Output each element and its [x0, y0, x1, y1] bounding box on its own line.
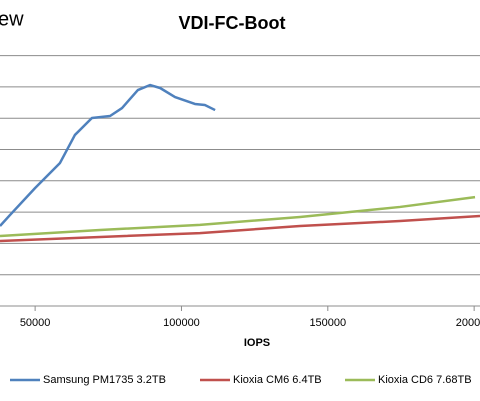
- chart-title: VDI-FC-Boot: [179, 13, 286, 33]
- series-line: [0, 214, 480, 243]
- legend-label: Kioxia CD6 7.68TB: [378, 374, 472, 386]
- legend-label: Kioxia CM6 6.4TB: [233, 374, 322, 386]
- x-axis-label: IOPS: [244, 337, 270, 349]
- x-tick-label: 50000: [20, 317, 51, 329]
- x-tick-label: 100000: [163, 317, 200, 329]
- series-line: [0, 195, 476, 238]
- x-tick-label: 150000: [309, 317, 346, 329]
- x-tick-label: 200000: [456, 317, 480, 329]
- watermark: ew: [0, 8, 24, 30]
- series-line: [0, 83, 216, 227]
- legend-label: Samsung PM1735 3.2TB: [43, 374, 166, 386]
